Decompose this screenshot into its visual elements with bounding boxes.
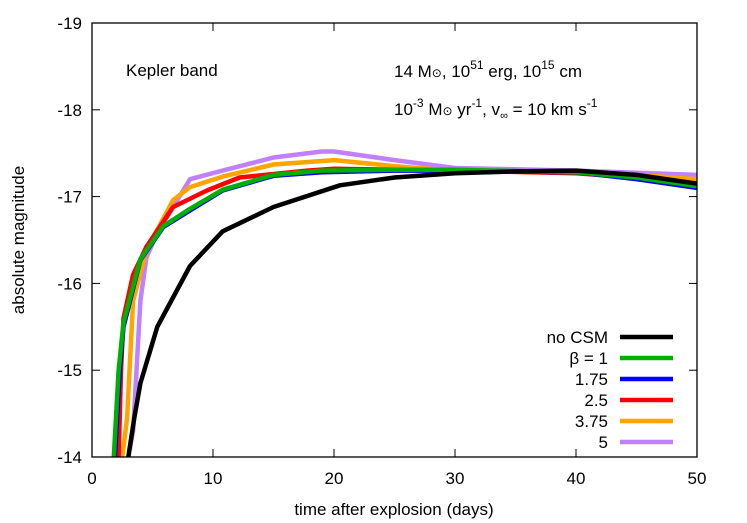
series-line-4: [120, 157, 697, 457]
series-line-2: [112, 168, 697, 457]
band-annotation: Kepler band: [126, 61, 218, 80]
y-axis-label: absolute magnitude: [9, 166, 28, 314]
x-tick-label: 30: [446, 469, 465, 488]
series-line-3: [116, 166, 697, 457]
x-tick-label: 0: [87, 469, 96, 488]
x-tick-label: 20: [325, 469, 344, 488]
y-tick-label: -16: [57, 274, 82, 293]
legend-label: 2.5: [584, 391, 608, 410]
series-line-0: [126, 168, 697, 457]
y-tick-label: -19: [57, 14, 82, 33]
legend-label: 3.75: [575, 412, 608, 431]
legend-label: 5: [599, 433, 608, 452]
ticks: 0 10 20 30 40 50 -14 -15 -16 -17 -18 -19: [57, 14, 706, 488]
plot-frame: [91, 22, 698, 458]
params-annotation-1: 14 M⊙, 1051 erg, 1015 cm: [394, 58, 582, 81]
y-tick-label: -17: [57, 188, 82, 207]
legend-label: 1.75: [575, 370, 608, 389]
x-tick-label: 40: [567, 469, 586, 488]
params-annotation-2: 10-3 M⊙ yr-1, v∞ = 10 km s-1: [394, 96, 598, 122]
legend: no CSM β = 1 1.75 2.5 3.75 5: [547, 328, 673, 452]
legend-label: no CSM: [547, 328, 608, 347]
y-tick-label: -14: [57, 448, 82, 467]
x-tick-label: 10: [204, 469, 223, 488]
y-tick-label: -15: [57, 361, 82, 380]
legend-label: β = 1: [569, 349, 608, 368]
curves: [111, 149, 697, 457]
series-line-5: [126, 149, 697, 457]
y-tick-label: -18: [57, 101, 82, 120]
x-axis-label: time after explosion (days): [294, 500, 493, 519]
x-tick-label: 50: [688, 469, 707, 488]
series-line-1: [111, 167, 697, 457]
